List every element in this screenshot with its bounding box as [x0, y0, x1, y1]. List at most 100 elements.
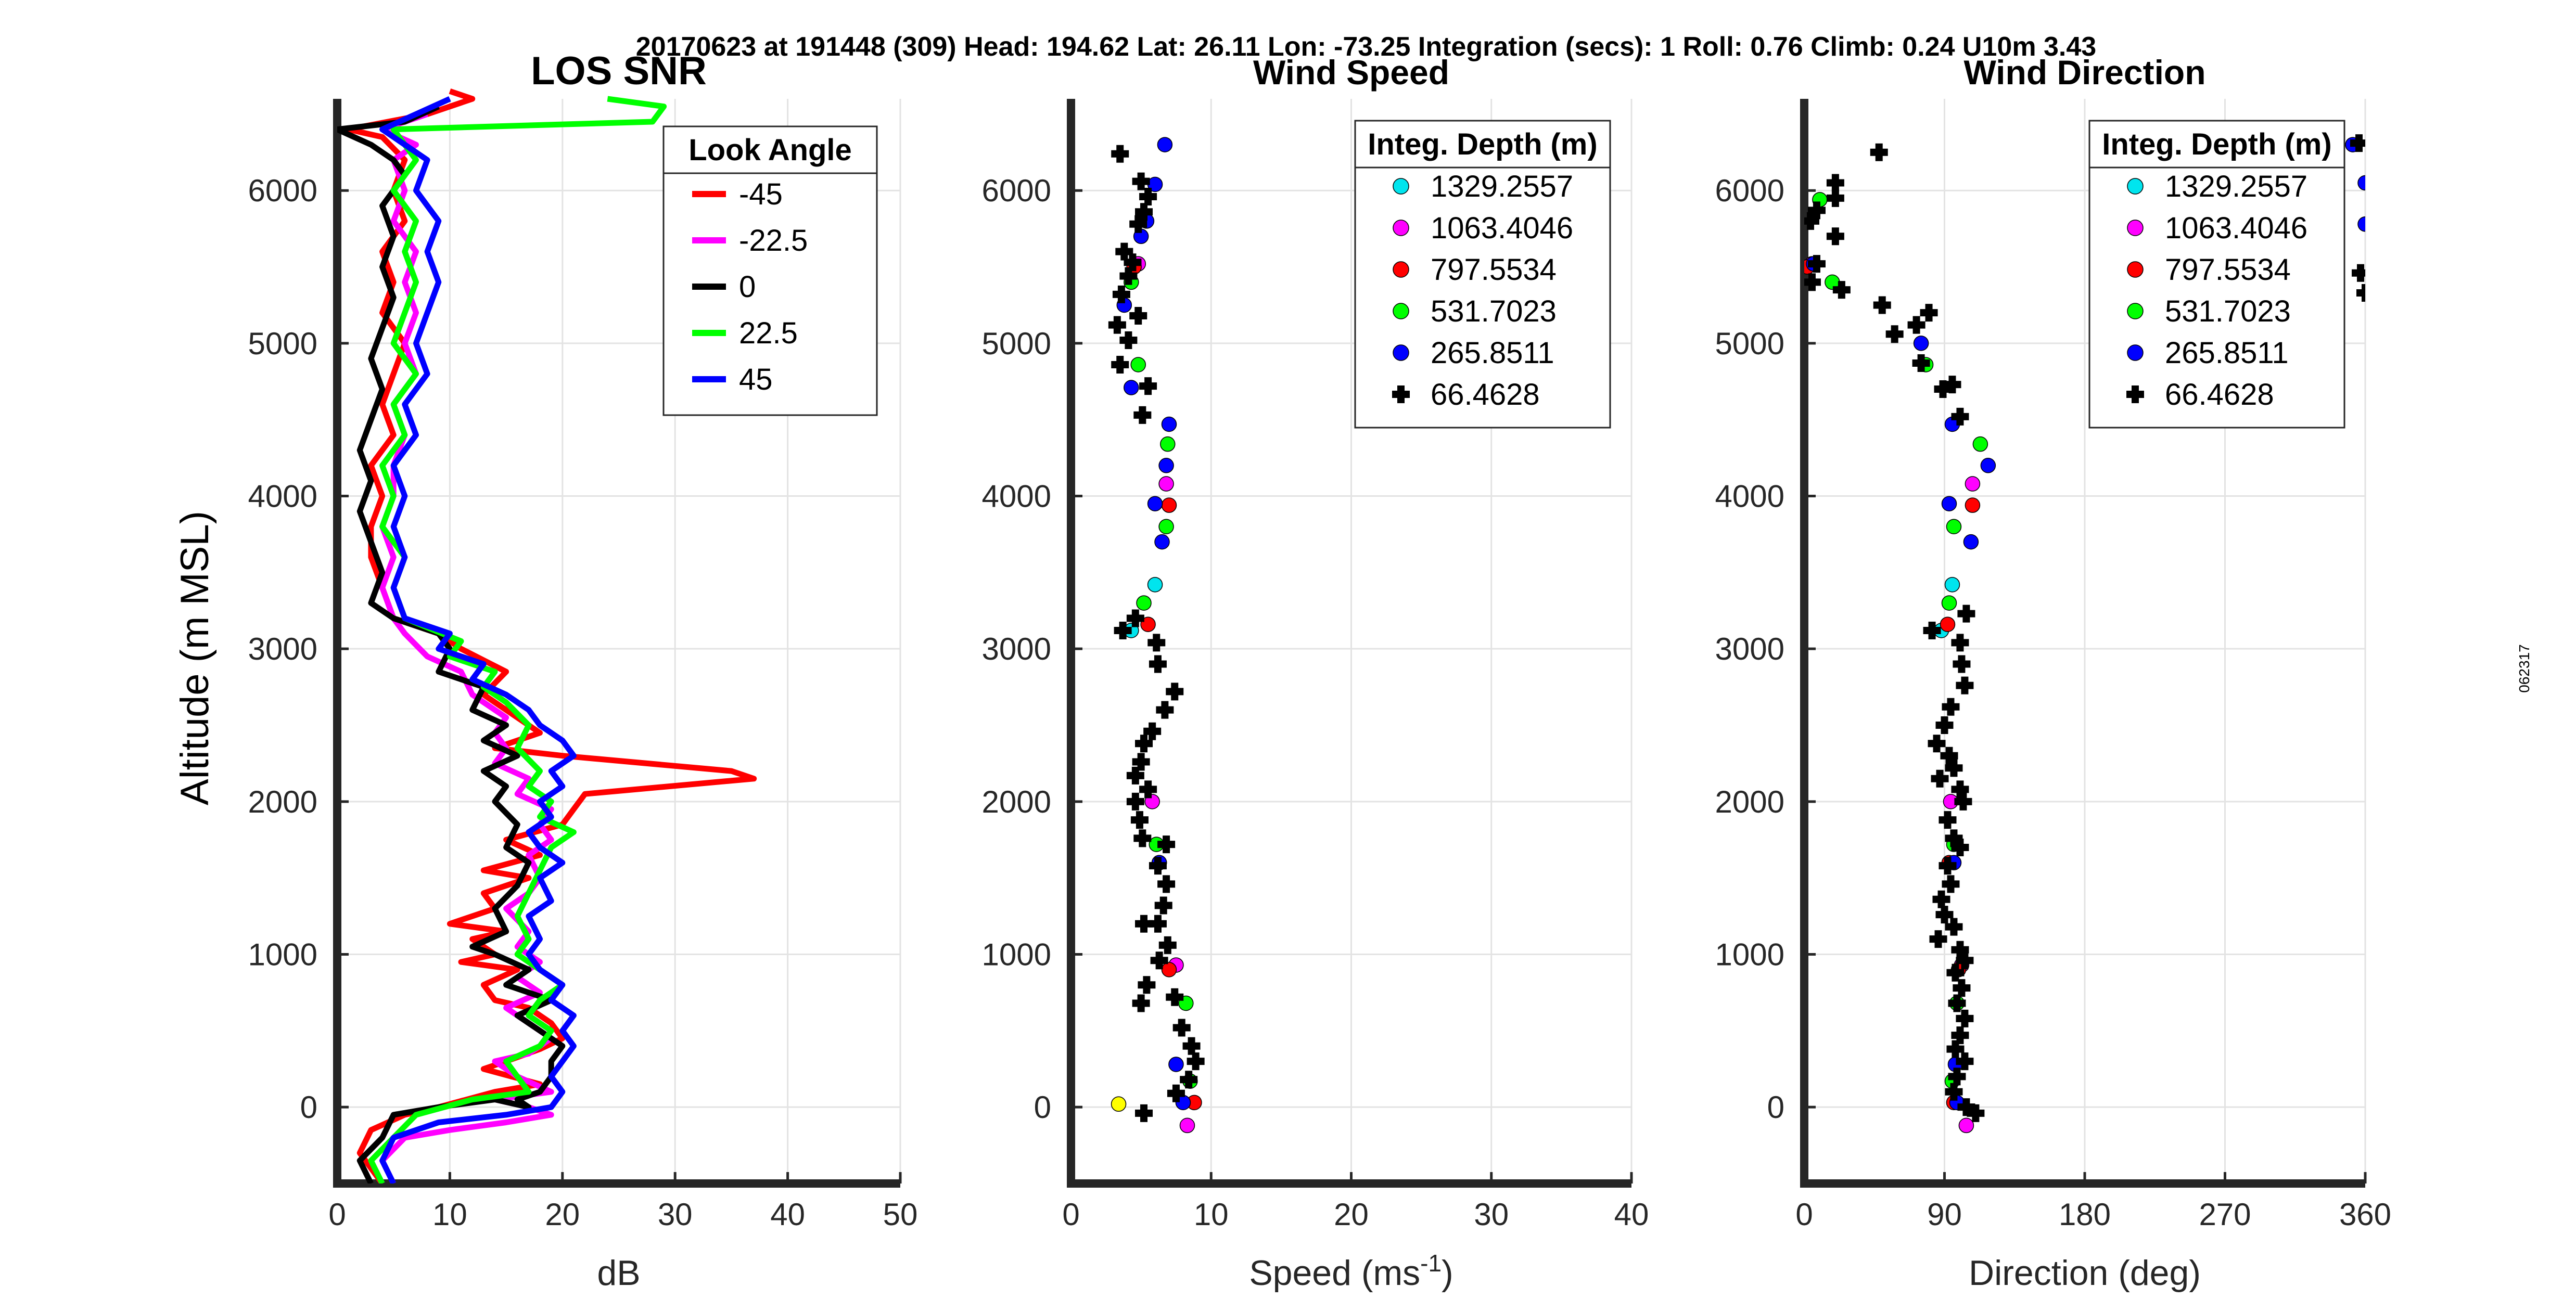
x-tick-label: 30	[1474, 1197, 1509, 1232]
data-point	[1157, 137, 1173, 152]
legend-label: 0	[739, 270, 756, 304]
data-point	[1136, 595, 1152, 611]
legend-swatch	[2127, 220, 2144, 236]
legend-label: 531.7023	[2165, 294, 2291, 328]
legend-swatch	[2127, 344, 2144, 361]
data-point-plus	[1147, 634, 1166, 652]
data-point-plus	[1951, 634, 1969, 652]
data-point-plus	[1956, 951, 1974, 970]
legend-title: Look Angle	[688, 133, 852, 167]
data-point	[1161, 497, 1177, 513]
y-tick-label: 5000	[982, 326, 1051, 361]
y-tick-label: 5000	[248, 326, 317, 361]
data-point-plus	[1132, 994, 1150, 1012]
data-point-plus	[1135, 203, 1153, 221]
data-point-plus	[1143, 722, 1162, 740]
x-tick-label: 360	[2339, 1197, 2391, 1232]
legend-swatch	[1393, 178, 1409, 195]
data-point-plus	[1942, 875, 1960, 893]
data-point-plus	[1826, 174, 1844, 192]
data-point	[1154, 534, 1170, 550]
data-point-plus	[1149, 655, 1167, 673]
legend-label: 531.7023	[1431, 294, 1557, 328]
data-point	[1160, 436, 1176, 452]
data-point	[1158, 458, 1174, 473]
data-point-plus	[1951, 407, 1969, 426]
data-point-plus	[1138, 976, 1156, 994]
x-tick-label: 50	[883, 1197, 918, 1232]
legend-label: -45	[739, 177, 783, 211]
data-point-plus	[1139, 780, 1157, 799]
data-point-plus	[1953, 655, 1971, 673]
data-point	[1158, 519, 1174, 535]
data-point-plus	[1158, 936, 1177, 954]
data-point-plus	[1945, 1083, 1963, 1101]
data-point-plus	[1939, 857, 1957, 875]
x-tick-label: 0	[328, 1197, 346, 1232]
panel-1: 0 10 20 30 40 0 1000 2000 3000 4000 5000 6000 Wind S…	[982, 53, 1649, 1293]
data-point	[1158, 476, 1174, 492]
panel-0: 0 10 20 30 40 50 0 1000 2000 3000 4000 5000 6000 LOS …	[248, 49, 918, 1293]
data-point	[1941, 595, 1957, 611]
data-point	[1980, 458, 1996, 473]
legend-title: Integ. Depth (m)	[1368, 127, 1597, 161]
data-point	[1168, 1057, 1184, 1072]
y-tick-label: 2000	[982, 784, 1051, 819]
x-tick-label: 10	[1194, 1197, 1229, 1232]
data-point-plus	[1832, 281, 1851, 299]
series-line	[368, 96, 667, 1184]
panel-title: Wind Direction	[1963, 53, 2205, 92]
data-point-plus	[1111, 355, 1129, 374]
data-point-plus	[1885, 325, 1904, 343]
data-point-plus	[1133, 829, 1152, 847]
data-point-plus	[1804, 212, 1819, 230]
data-point-plus	[1139, 377, 1157, 395]
data-point-plus	[1939, 811, 1957, 829]
legend-swatch	[1393, 344, 1409, 361]
y-tick-label: 4000	[1715, 479, 1784, 514]
data-point-plus	[1967, 1104, 1985, 1122]
data-point-plus	[1135, 1104, 1153, 1122]
data-point-plus	[1187, 1052, 1205, 1071]
data-point-plus	[1126, 792, 1144, 811]
data-point	[1179, 1117, 1195, 1134]
data-point-plus	[1112, 285, 1130, 303]
data-point-plus	[1951, 1026, 1969, 1045]
data-point	[1941, 496, 1957, 511]
x-tick-label: 270	[2199, 1197, 2251, 1232]
data-point-plus	[1957, 604, 1975, 623]
legend-swatch	[1393, 261, 1409, 278]
legend-label: 1063.4046	[2165, 211, 2307, 245]
data-point-plus	[1124, 253, 1142, 272]
data-point-plus	[1807, 255, 1826, 273]
data-point-plus	[1956, 676, 1974, 694]
data-layer	[337, 88, 757, 1184]
x-tick-label: 90	[1927, 1197, 1962, 1232]
side-tag: 062317	[2516, 644, 2532, 693]
data-point	[1940, 616, 1956, 632]
legend-label: 265.8511	[2165, 336, 2289, 370]
y-tick-label: 1000	[248, 937, 317, 972]
data-point-plus	[1953, 979, 1971, 997]
data-point-plus	[1172, 1019, 1191, 1037]
x-tick-label: 40	[1614, 1197, 1649, 1232]
data-point	[1958, 1117, 1974, 1134]
legend-label: 797.5534	[2165, 253, 2291, 287]
panel-2: 0 90 180 270 360 0 1000 2000 3000 4000 5000 6000 Win…	[1715, 53, 2392, 1293]
legend-box	[662, 125, 878, 416]
legend-label: 66.4628	[2165, 378, 2274, 411]
x-tick-label: 30	[658, 1197, 693, 1232]
data-point	[2357, 175, 2365, 191]
legend-label: 66.4628	[1431, 378, 1540, 411]
legend-swatch	[1393, 220, 1409, 236]
data-point-plus	[1956, 1009, 1974, 1027]
data-point-plus	[1157, 875, 1176, 893]
data-point-plus	[1946, 963, 1965, 982]
legend-label: 22.5	[739, 316, 798, 350]
data-point-plus	[1948, 994, 1966, 1012]
data-point-plus	[1945, 918, 1963, 936]
data-point-plus	[1108, 316, 1126, 334]
data-point-plus	[1928, 735, 1946, 753]
data-point	[1965, 497, 1981, 513]
data-layer	[1108, 137, 1205, 1134]
